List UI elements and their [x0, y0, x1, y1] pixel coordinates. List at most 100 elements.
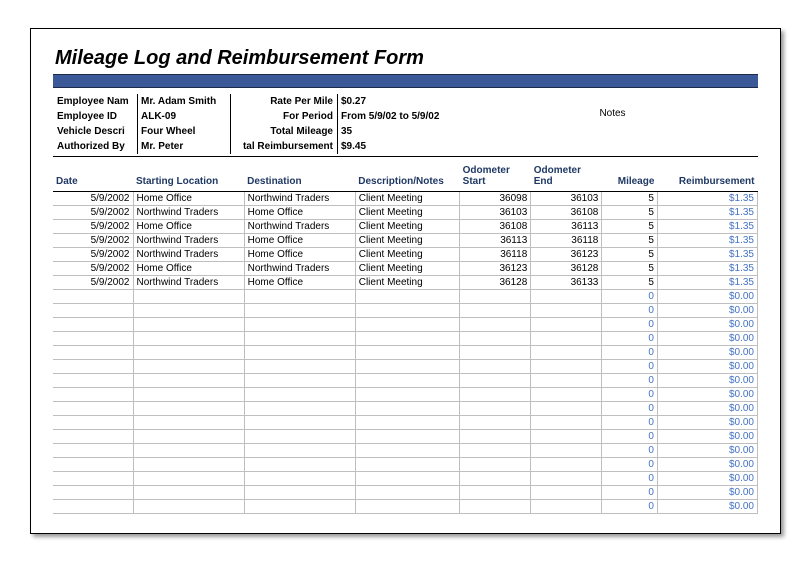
table-row-empty[interactable]: 0$0.00 — [53, 303, 758, 317]
table-row[interactable]: 5/9/2002Northwind TradersHome OfficeClie… — [53, 275, 758, 289]
cell-odometer-start[interactable] — [460, 499, 531, 513]
table-row-empty[interactable]: 0$0.00 — [53, 443, 758, 457]
cell-starting-location[interactable] — [133, 415, 244, 429]
cell-description[interactable] — [355, 373, 459, 387]
cell-destination[interactable] — [244, 331, 355, 345]
table-row[interactable]: 5/9/2002Northwind TradersHome OfficeClie… — [53, 247, 758, 261]
value-rate-per-mile[interactable]: $0.27 — [338, 94, 467, 109]
cell-destination[interactable] — [244, 373, 355, 387]
cell-starting-location[interactable]: Northwind Traders — [133, 205, 244, 219]
table-row-empty[interactable]: 0$0.00 — [53, 359, 758, 373]
cell-date[interactable] — [53, 331, 133, 345]
cell-odometer-end[interactable] — [531, 415, 602, 429]
cell-destination[interactable]: Home Office — [244, 247, 355, 261]
table-row-empty[interactable]: 0$0.00 — [53, 331, 758, 345]
table-row[interactable]: 5/9/2002Northwind TradersHome OfficeClie… — [53, 205, 758, 219]
cell-odometer-end[interactable] — [531, 485, 602, 499]
table-row[interactable]: 5/9/2002Home OfficeNorthwind TradersClie… — [53, 219, 758, 233]
cell-odometer-start[interactable] — [460, 373, 531, 387]
table-row-empty[interactable]: 0$0.00 — [53, 485, 758, 499]
cell-description[interactable] — [355, 387, 459, 401]
cell-date[interactable] — [53, 373, 133, 387]
cell-date[interactable] — [53, 345, 133, 359]
cell-starting-location[interactable] — [133, 289, 244, 303]
cell-description[interactable] — [355, 345, 459, 359]
cell-destination[interactable] — [244, 485, 355, 499]
cell-starting-location[interactable] — [133, 387, 244, 401]
cell-odometer-start[interactable] — [460, 303, 531, 317]
cell-starting-location[interactable] — [133, 471, 244, 485]
cell-destination[interactable] — [244, 289, 355, 303]
cell-starting-location[interactable] — [133, 345, 244, 359]
cell-odometer-start[interactable] — [460, 457, 531, 471]
cell-date[interactable] — [53, 303, 133, 317]
cell-starting-location[interactable]: Northwind Traders — [133, 247, 244, 261]
cell-odometer-start[interactable] — [460, 387, 531, 401]
cell-odometer-start[interactable] — [460, 331, 531, 345]
value-authorized-by[interactable]: Mr. Peter — [138, 139, 230, 154]
value-vehicle-description[interactable]: Four Wheel — [138, 124, 230, 139]
cell-odometer-start[interactable] — [460, 401, 531, 415]
cell-description[interactable] — [355, 471, 459, 485]
cell-destination[interactable]: Home Office — [244, 233, 355, 247]
cell-odometer-start[interactable] — [460, 359, 531, 373]
cell-odometer-end[interactable] — [531, 457, 602, 471]
cell-odometer-end[interactable] — [531, 331, 602, 345]
cell-date[interactable] — [53, 359, 133, 373]
cell-odometer-end[interactable]: 36128 — [531, 261, 602, 275]
cell-date[interactable]: 5/9/2002 — [53, 233, 133, 247]
cell-date[interactable] — [53, 443, 133, 457]
cell-date[interactable]: 5/9/2002 — [53, 219, 133, 233]
cell-odometer-end[interactable]: 36118 — [531, 233, 602, 247]
table-row-empty[interactable]: 0$0.00 — [53, 387, 758, 401]
cell-description[interactable] — [355, 289, 459, 303]
cell-odometer-end[interactable] — [531, 429, 602, 443]
cell-starting-location[interactable] — [133, 359, 244, 373]
cell-date[interactable] — [53, 317, 133, 331]
cell-destination[interactable]: Home Office — [244, 205, 355, 219]
cell-odometer-start[interactable] — [460, 429, 531, 443]
cell-odometer-start[interactable]: 36113 — [460, 233, 531, 247]
cell-odometer-end[interactable]: 36108 — [531, 205, 602, 219]
cell-destination[interactable] — [244, 429, 355, 443]
cell-date[interactable]: 5/9/2002 — [53, 261, 133, 275]
cell-description[interactable]: Client Meeting — [355, 247, 459, 261]
cell-starting-location[interactable]: Home Office — [133, 219, 244, 233]
cell-starting-location[interactable] — [133, 485, 244, 499]
cell-destination[interactable] — [244, 457, 355, 471]
cell-description[interactable] — [355, 415, 459, 429]
cell-starting-location[interactable] — [133, 373, 244, 387]
cell-description[interactable]: Client Meeting — [355, 233, 459, 247]
table-row-empty[interactable]: 0$0.00 — [53, 457, 758, 471]
cell-odometer-end[interactable] — [531, 373, 602, 387]
cell-starting-location[interactable] — [133, 401, 244, 415]
cell-destination[interactable]: Northwind Traders — [244, 219, 355, 233]
table-row[interactable]: 5/9/2002Home OfficeNorthwind TradersClie… — [53, 261, 758, 275]
cell-description[interactable] — [355, 359, 459, 373]
cell-date[interactable] — [53, 415, 133, 429]
cell-destination[interactable] — [244, 387, 355, 401]
cell-odometer-start[interactable] — [460, 471, 531, 485]
cell-odometer-end[interactable] — [531, 387, 602, 401]
cell-odometer-end[interactable]: 36103 — [531, 191, 602, 205]
cell-starting-location[interactable]: Northwind Traders — [133, 275, 244, 289]
table-row-empty[interactable]: 0$0.00 — [53, 415, 758, 429]
table-row-empty[interactable]: 0$0.00 — [53, 471, 758, 485]
cell-description[interactable] — [355, 485, 459, 499]
cell-destination[interactable] — [244, 499, 355, 513]
cell-description[interactable] — [355, 317, 459, 331]
cell-odometer-end[interactable]: 36123 — [531, 247, 602, 261]
table-row-empty[interactable]: 0$0.00 — [53, 499, 758, 513]
cell-odometer-start[interactable]: 36123 — [460, 261, 531, 275]
cell-starting-location[interactable] — [133, 303, 244, 317]
cell-destination[interactable] — [244, 415, 355, 429]
cell-odometer-start[interactable] — [460, 289, 531, 303]
value-employee-name[interactable]: Mr. Adam Smith — [138, 94, 230, 109]
cell-description[interactable] — [355, 499, 459, 513]
cell-odometer-start[interactable]: 36103 — [460, 205, 531, 219]
cell-starting-location[interactable] — [133, 499, 244, 513]
cell-odometer-end[interactable]: 36133 — [531, 275, 602, 289]
cell-description[interactable] — [355, 457, 459, 471]
cell-destination[interactable]: Northwind Traders — [244, 191, 355, 205]
cell-starting-location[interactable]: Home Office — [133, 191, 244, 205]
